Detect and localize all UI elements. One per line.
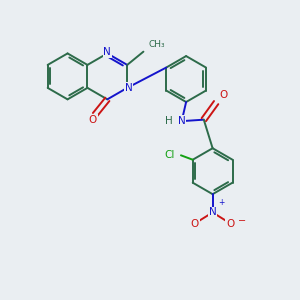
Text: H: H xyxy=(165,116,172,126)
Text: N: N xyxy=(209,207,217,218)
Text: N: N xyxy=(103,47,111,57)
Text: O: O xyxy=(88,115,97,125)
Text: +: + xyxy=(218,198,224,207)
Text: Cl: Cl xyxy=(165,150,175,160)
Text: O: O xyxy=(191,219,199,229)
Text: N: N xyxy=(103,47,111,57)
Text: CH₃: CH₃ xyxy=(149,40,165,49)
Text: N: N xyxy=(178,116,186,126)
Text: N: N xyxy=(125,83,133,93)
Text: O: O xyxy=(220,90,228,100)
Text: O: O xyxy=(226,219,234,229)
Text: −: − xyxy=(238,216,246,226)
